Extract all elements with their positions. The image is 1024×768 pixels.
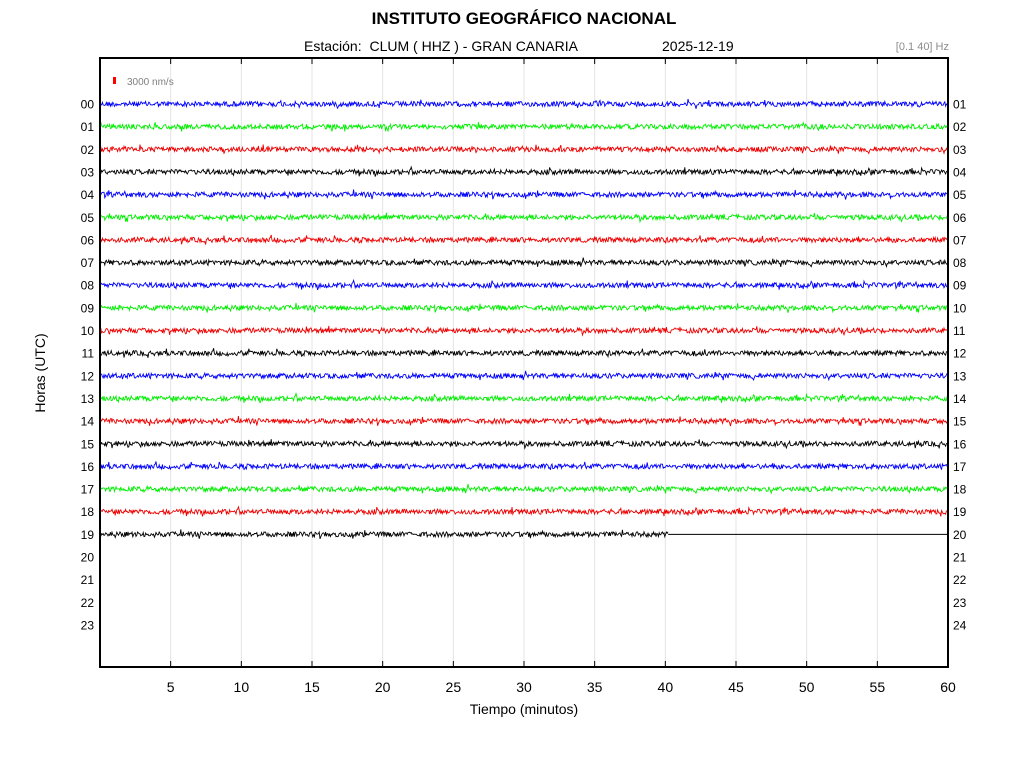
y-tick-label-left: 18 (81, 505, 95, 519)
y-tick-label-right: 08 (953, 256, 967, 270)
trace-hour-03 (99, 165, 949, 177)
y-tick-label-right: 10 (953, 301, 967, 315)
station-info: Estación: CLUM ( HHZ ) - GRAN CANARIA (304, 38, 582, 54)
x-axis-label: Tiempo (minutos) (469, 701, 579, 717)
y-tick-label-left: 21 (81, 573, 95, 587)
y-tick-label-left: 20 (81, 551, 95, 565)
trace-hour-11 (99, 348, 949, 359)
x-tick-label: 40 (658, 679, 674, 695)
station-label: Estación: (304, 38, 362, 54)
scale-label: 3000 nm/s (127, 77, 174, 88)
y-tick-label-right: 13 (953, 369, 967, 383)
y-tick-label-right: 09 (953, 279, 967, 293)
x-tick-label: 5 (167, 679, 175, 695)
trace-hour-05 (99, 212, 949, 224)
y-tick-label-left: 15 (81, 437, 95, 451)
trace-hour-15 (99, 439, 949, 450)
y-tick-label-right: 11 (953, 324, 966, 338)
y-tick-label-left: 01 (81, 120, 95, 134)
trace-hour-12 (99, 370, 949, 382)
y-tick-label-right: 14 (953, 392, 967, 406)
y-tick-label-left: 14 (81, 415, 95, 429)
y-tick-label-right: 24 (953, 618, 967, 632)
trace-hour-10 (99, 325, 949, 337)
y-tick-label-right: 17 (953, 460, 967, 474)
y-tick-label-left: 13 (81, 392, 95, 406)
scale-bar (113, 77, 116, 84)
y-tick-label-left: 09 (81, 301, 95, 315)
trace-hour-18 (99, 505, 949, 517)
y-tick-label-right: 21 (953, 551, 967, 565)
trace-hour-16 (99, 461, 949, 471)
y-tick-label-left: 10 (81, 324, 95, 338)
y-tick-label-right: 02 (953, 120, 967, 134)
chart-title: INSTITUTO GEOGRÁFICO NACIONAL (371, 9, 677, 28)
y-tick-label-left: 06 (81, 233, 95, 247)
y-tick-label-right: 05 (953, 188, 967, 202)
trace-hour-04 (99, 189, 949, 200)
y-tick-label-left: 05 (81, 211, 95, 225)
x-tick-label: 50 (799, 679, 815, 695)
x-tick-label: 20 (375, 679, 391, 695)
y-tick-label-left: 07 (81, 256, 95, 270)
y-tick-label-left: 11 (82, 347, 95, 361)
y-tick-label-right: 19 (953, 505, 967, 519)
trace-hour-08 (99, 278, 949, 291)
station-value: CLUM ( HHZ ) - GRAN CANARIA (369, 38, 578, 54)
y-tick-label-right: 07 (953, 233, 967, 247)
y-tick-label-left: 23 (81, 618, 95, 632)
date-label: 2025-12-19 (662, 38, 734, 54)
x-tick-label: 55 (870, 679, 886, 695)
x-tick-label: 15 (304, 679, 320, 695)
x-tick-label: 10 (234, 679, 250, 695)
trace-hour-06 (99, 234, 949, 245)
y-tick-label-right: 06 (953, 211, 967, 225)
y-tick-label-right: 18 (953, 483, 967, 497)
trace-hour-07 (99, 257, 949, 269)
y-tick-label-left: 03 (81, 165, 95, 179)
trace-hour-00 (99, 98, 949, 110)
y-tick-label-right: 16 (953, 437, 967, 451)
trace-hour-19 (99, 529, 669, 540)
x-tick-label: 30 (516, 679, 532, 695)
x-tick-label: 60 (940, 679, 956, 695)
y-tick-label-left: 04 (81, 188, 95, 202)
filter-label: [0.1 40] Hz (895, 41, 949, 53)
trace-hour-13 (99, 392, 949, 404)
y-tick-label-left: 22 (81, 596, 95, 610)
trace-hour-14 (99, 416, 949, 427)
y-tick-label-right: 23 (953, 596, 967, 610)
x-tick-label: 35 (587, 679, 603, 695)
y-tick-label-right: 04 (953, 165, 967, 179)
y-tick-label-left: 17 (81, 483, 95, 497)
x-tick-label: 25 (446, 679, 462, 695)
trace-hour-09 (99, 302, 949, 314)
y-tick-label-right: 22 (953, 573, 967, 587)
y-tick-label-left: 16 (81, 460, 95, 474)
trace-hour-02 (99, 144, 949, 155)
y-tick-label-left: 12 (81, 369, 95, 383)
y-tick-label-right: 12 (953, 347, 967, 361)
y-tick-label-left: 19 (81, 528, 95, 542)
trace-hour-17 (99, 483, 949, 495)
y-tick-label-right: 20 (953, 528, 967, 542)
y-tick-label-left: 02 (81, 143, 95, 157)
y-tick-label-left: 08 (81, 279, 95, 293)
y-tick-label-right: 01 (953, 98, 967, 112)
y-tick-label-left: 00 (81, 98, 95, 112)
y-tick-label-right: 03 (953, 143, 967, 157)
x-tick-label: 45 (728, 679, 744, 695)
trace-hour-01 (99, 121, 949, 133)
y-tick-label-right: 15 (953, 415, 967, 429)
